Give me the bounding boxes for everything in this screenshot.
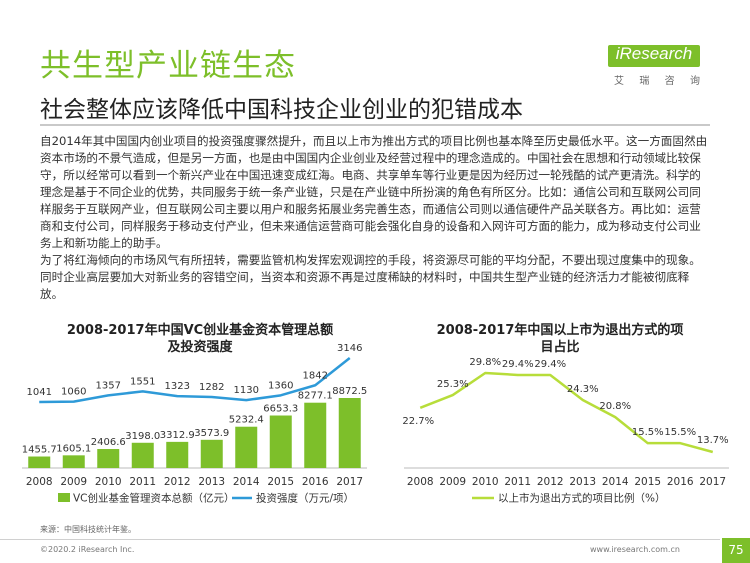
chart1-x-tick: 2016 bbox=[302, 476, 329, 488]
chart1-bar-label: 1455.7 bbox=[22, 445, 57, 456]
chart2-point-label: 29.8% bbox=[469, 357, 501, 368]
chart1-bar bbox=[235, 426, 258, 468]
chart1-line-label: 1360 bbox=[268, 380, 293, 391]
chart1-x-tick: 2009 bbox=[60, 476, 87, 488]
title-divider bbox=[40, 124, 710, 126]
chart1-bar bbox=[200, 439, 223, 468]
chart1-x-tick: 2012 bbox=[164, 476, 191, 488]
iresearch-logo-icon bbox=[608, 45, 700, 67]
chart1-bar bbox=[97, 449, 120, 468]
chart1-bar-label: 5232.4 bbox=[229, 415, 264, 426]
chart2-x-tick: 2009 bbox=[439, 476, 466, 488]
chart2-title: 2008-2017年中国以上市为退出方式的项 目占比 bbox=[400, 322, 720, 356]
chart2-point-label: 15.5% bbox=[632, 427, 664, 438]
logo-char: 咨 bbox=[664, 76, 675, 87]
chart2-title-line: 目占比 bbox=[540, 340, 580, 355]
chart2-point-label: 25.3% bbox=[437, 379, 469, 390]
chart2-title-line: 2008-2017年中国以上市为退出方式的项 bbox=[436, 323, 684, 338]
website-link[interactable]: www.iresearch.com.cn bbox=[590, 545, 680, 554]
chart2-point-label: 24.3% bbox=[567, 384, 599, 395]
chart1-title: 2008-2017年中国VC创业基金资本管理总额 及投资强度 bbox=[30, 322, 370, 356]
logo-text: iResearch bbox=[615, 44, 693, 63]
page-number: 75 bbox=[722, 538, 750, 563]
body-text: 自2014年其中国国内创业项目的投资强度骤然提升，而且以上市为推出方式的项目比例… bbox=[40, 133, 712, 303]
chart2-x-tick: 2010 bbox=[472, 476, 499, 488]
page-title: 共生型产业链生态 bbox=[40, 48, 296, 84]
chart1-bar bbox=[28, 456, 51, 468]
chart2-point-label: 13.7% bbox=[697, 435, 729, 446]
source-note: 来源：中国科技统计年鉴。 bbox=[40, 525, 136, 534]
chart1-line-label: 1551 bbox=[130, 376, 155, 387]
chart1-x-tick: 2015 bbox=[267, 476, 294, 488]
chart2-x-tick: 2011 bbox=[504, 476, 531, 488]
chart2-point-label: 22.7% bbox=[402, 416, 434, 427]
chart1-line-label: 3146 bbox=[337, 343, 362, 354]
footer-divider bbox=[0, 539, 720, 540]
chart2-line-series bbox=[419, 371, 714, 454]
body-paragraph: 自2014年其中国国内创业项目的投资强度骤然提升，而且以上市为推出方式的项目比例… bbox=[40, 134, 708, 250]
chart1-line-label: 1041 bbox=[27, 387, 52, 398]
chart1-bar bbox=[131, 442, 154, 468]
chart1-line-label: 1357 bbox=[96, 380, 121, 391]
chart2-x-tick: 2008 bbox=[407, 476, 434, 488]
chart1-legend-swatch-bars bbox=[58, 493, 70, 502]
logo-char: 询 bbox=[689, 76, 700, 87]
chart1-line-label: 1842 bbox=[303, 370, 328, 381]
chart1-x-tick: 2010 bbox=[95, 476, 122, 488]
chart2-point-label: 29.4% bbox=[502, 359, 534, 370]
chart1-bar bbox=[304, 402, 327, 468]
chart2-x-tick: 2015 bbox=[634, 476, 661, 488]
body-paragraph: 为了将红海倾向的市场风气有所扭转，需要监管机构发挥宏观调控的手段，将资源尽可能的… bbox=[40, 253, 701, 301]
chart1-bar-label: 1605.1 bbox=[56, 443, 91, 454]
chart1-line-label: 1282 bbox=[199, 382, 224, 393]
chart1-line-label: 1323 bbox=[165, 381, 190, 392]
chart2-legend-label: 以上市为退出方式的项目比例（%） bbox=[498, 492, 665, 505]
chart1-bar-label: 3573.9 bbox=[194, 428, 229, 439]
chart1-x-tick: 2014 bbox=[233, 476, 260, 488]
chart2-x-tick: 2017 bbox=[699, 476, 726, 488]
chart1-x-tick: 2017 bbox=[336, 476, 363, 488]
chart1-bar-label: 3312.9 bbox=[160, 430, 195, 441]
chart2-point-label: 20.8% bbox=[599, 401, 631, 412]
chart1-bar bbox=[269, 415, 292, 468]
chart1-bar-label: 8277.1 bbox=[298, 391, 333, 402]
chart1-x-tick: 2013 bbox=[198, 476, 225, 488]
chart2-x-tick: 2016 bbox=[667, 476, 694, 488]
chart1-bar bbox=[338, 398, 361, 468]
chart1-legend-label: VC创业基金管理资本总额（亿元） bbox=[73, 492, 235, 505]
chart1-bar bbox=[62, 455, 85, 468]
chart2-x-tick: 2014 bbox=[602, 476, 629, 488]
chart1-legend-label: 投资强度（万元/项） bbox=[256, 492, 354, 505]
chart1-line-label: 1130 bbox=[234, 385, 259, 396]
chart1-x-tick: 2008 bbox=[26, 476, 53, 488]
chart1-bar-label: 2406.6 bbox=[91, 437, 126, 448]
page-subtitle: 社会整体应该降低中国科技企业创业的犯错成本 bbox=[40, 97, 523, 123]
chart1-line-label: 1060 bbox=[61, 387, 86, 398]
chart2-point-label: 15.5% bbox=[664, 427, 696, 438]
chart1-line-series bbox=[39, 357, 351, 404]
logo-char: 艾 bbox=[614, 76, 624, 87]
chart1-title-line: 2008-2017年中国VC创业基金资本管理总额 bbox=[66, 323, 334, 338]
copyright-text: ©2020.2 iResearch Inc. bbox=[40, 545, 135, 554]
chart1-bar-label: 3198.0 bbox=[125, 431, 160, 442]
chart1-bar bbox=[166, 441, 189, 468]
chart1-x-tick: 2011 bbox=[129, 476, 156, 488]
chart1-title-line: 及投资强度 bbox=[167, 340, 233, 355]
logo-subtext: 艾 瑞 咨 询 bbox=[614, 72, 700, 87]
logo-char: 瑞 bbox=[639, 76, 650, 87]
chart1-bar-label: 8872.5 bbox=[332, 386, 367, 397]
chart2-x-tick: 2013 bbox=[569, 476, 596, 488]
chart2-x-tick: 2012 bbox=[537, 476, 564, 488]
chart1-bar-label: 6653.3 bbox=[263, 404, 298, 415]
chart2-point-label: 29.4% bbox=[534, 359, 566, 370]
